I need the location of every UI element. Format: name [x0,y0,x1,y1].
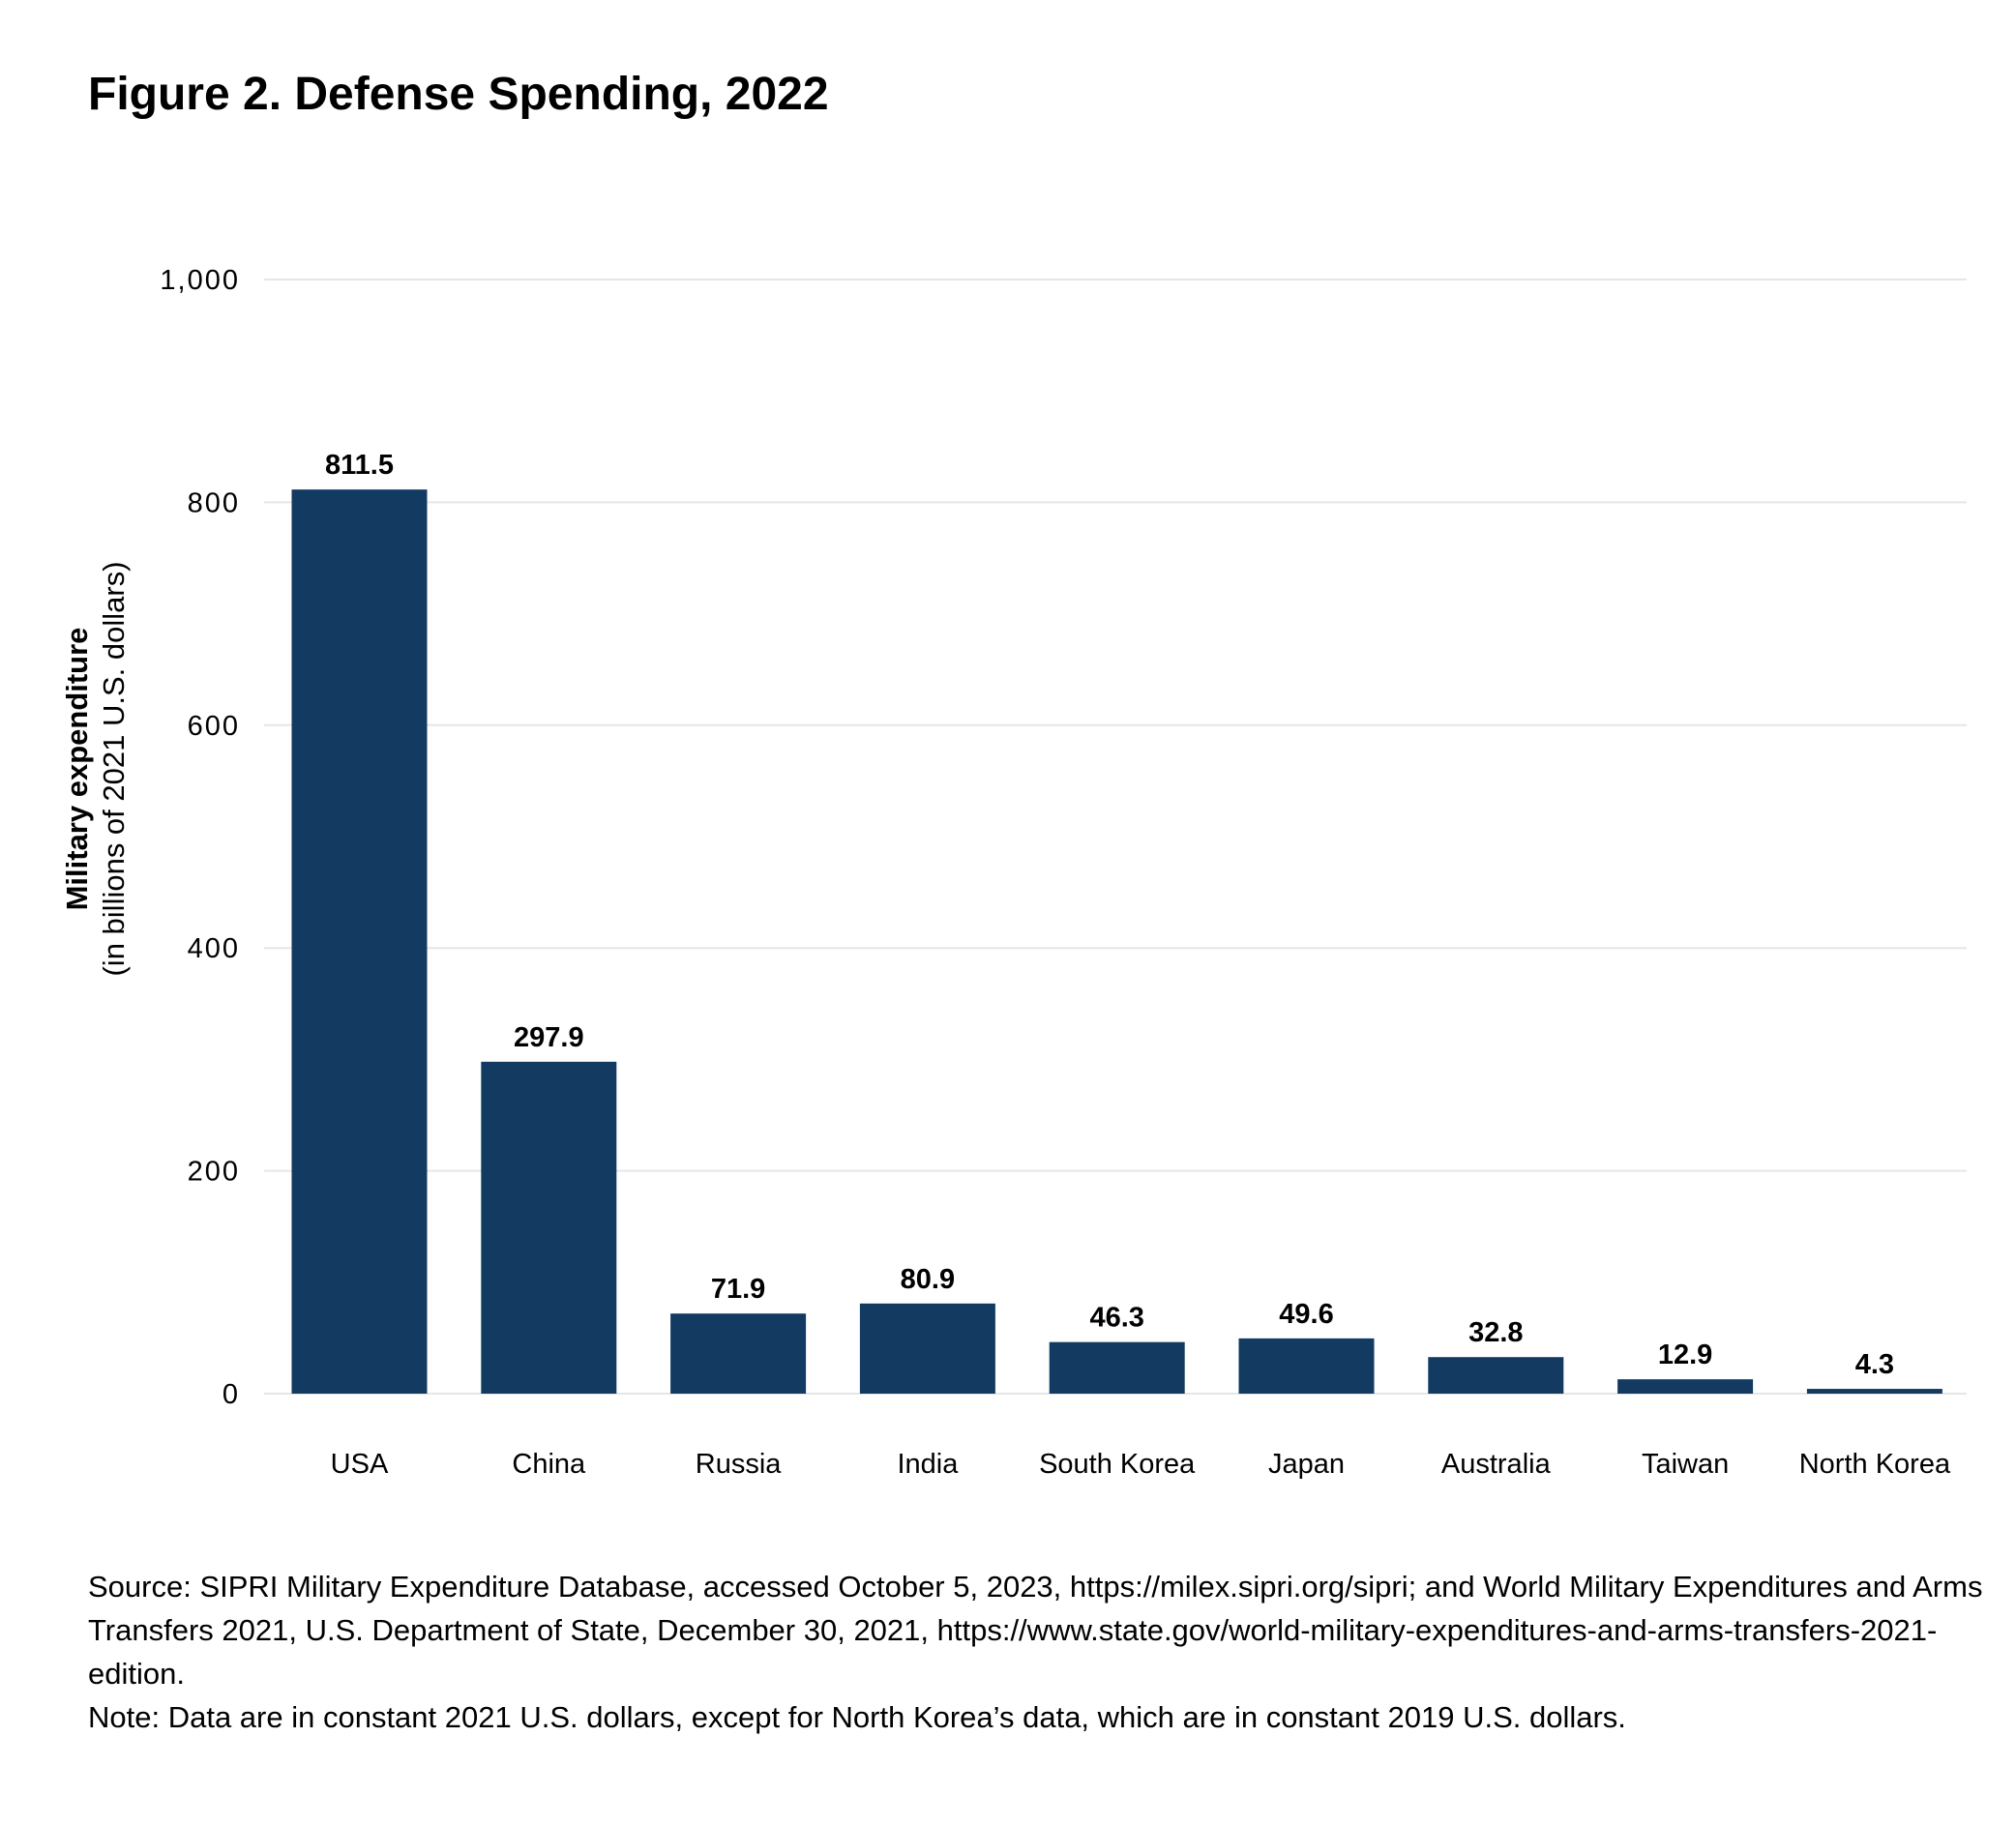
value-label: 71.9 [711,1274,765,1305]
x-tick-label: South Korea [1039,1449,1196,1480]
value-label: 32.8 [1468,1317,1523,1348]
x-tick-label: Russia [696,1449,783,1480]
chart-title: Figure 2. Defense Spending, 2022 [88,69,829,120]
value-label: 12.9 [1658,1339,1712,1370]
x-tick-label: North Korea [1799,1449,1951,1480]
bar-australia [1428,1357,1564,1394]
y-tick-label: 400 [188,933,240,964]
value-labels: 811.5 297.9 71.9 80.9 46.3 49.6 32.8 12.9 4.3 [325,450,1894,1380]
x-tick-label: Japan [1268,1449,1345,1480]
x-tick-label: Taiwan [1642,1449,1729,1480]
value-label: 297.9 [514,1022,584,1053]
value-label: 46.3 [1089,1303,1143,1334]
bar-north-korea [1806,1389,1942,1394]
bar-china [481,1061,617,1394]
x-tick-label: India [897,1449,959,1480]
source-note: Source: SIPRI Military Expenditure Datab… [88,1570,1983,1691]
bar-russia [670,1313,807,1394]
bar-usa [291,489,428,1395]
x-axis-labels: USA China Russia India South Korea Japan Austr… [331,1449,1951,1480]
y-tick-label: 1,000 [160,265,240,296]
value-label: 811.5 [325,450,394,481]
y-axis-sublabel: (in billions of 2021 U.S. dollars) [97,561,131,976]
bar-taiwan [1617,1379,1754,1394]
bar-japan [1238,1338,1375,1394]
y-tick-label: 600 [188,711,240,742]
bar-chart: 0 200 400 600 800 1,000 811.5 297.9 71.9 80.9 46.… [60,265,1967,1480]
x-tick-label: Australia [1441,1449,1552,1480]
y-tick-label: 200 [188,1157,240,1188]
x-tick-label: USA [331,1449,389,1480]
chart-footer: Source: SIPRI Military Expenditure Datab… [88,1565,1984,1739]
y-tick-label: 0 [222,1379,240,1410]
value-label: 4.3 [1855,1349,1894,1380]
bar-india [859,1303,995,1394]
bars [291,489,1942,1395]
bar-south-korea [1049,1341,1185,1394]
y-axis-label: Military expenditure [60,628,94,911]
value-label: 49.6 [1279,1299,1333,1330]
y-axis-ticks: 0 200 400 600 800 1,000 [160,265,240,1410]
y-tick-label: 800 [188,487,240,518]
x-tick-label: China [512,1449,586,1480]
data-note: Note: Data are in constant 2021 U.S. dol… [88,1700,1626,1734]
value-label: 80.9 [901,1264,955,1295]
